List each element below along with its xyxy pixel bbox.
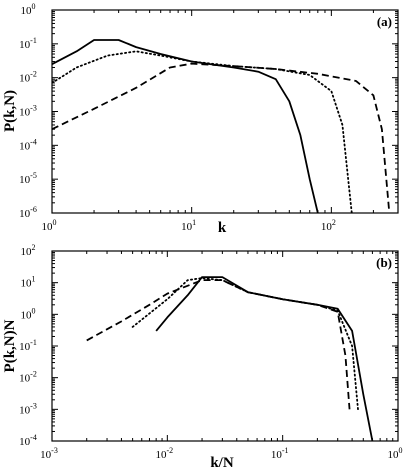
x-tick-label: 10-2 [155, 446, 173, 461]
y-tick-label: 100 [21, 306, 36, 321]
y-tick-label: 101 [21, 275, 36, 290]
y-tick-label: 10-1 [19, 36, 37, 51]
x-axis-label: k/N [210, 455, 234, 471]
y-tick-label: 10-3 [19, 104, 37, 119]
series-line-solid [155, 276, 374, 441]
x-tick-label: 10-3 [40, 446, 58, 461]
series-line-dashed [86, 279, 351, 410]
x-tick-label: 102 [321, 218, 336, 233]
series-line-dashed [52, 62, 391, 213]
series-line-dotted [52, 50, 353, 213]
y-tick-label: 10-5 [19, 171, 37, 186]
y-tick-label: 10-1 [19, 338, 37, 353]
y-tick-label: 100 [21, 2, 36, 17]
y-tick-label: 10-6 [19, 205, 37, 220]
y-tick-label: 10-2 [19, 70, 37, 85]
y-axis-label: P(k,N) [2, 90, 18, 132]
x-tick-label: 10-1 [271, 446, 289, 461]
y-tick-label: 102 [21, 243, 36, 258]
x-tick-label: 100 [388, 446, 403, 461]
panel-label: (b) [376, 255, 392, 270]
chart-panel-1: 100 101 102 100 10-1 10-2 10-3 10-4 10-5 10-6 k P(k… [2, 2, 399, 236]
x-axis-label: k [218, 220, 227, 236]
x-tick-label: 100 [42, 218, 57, 233]
series-line-solid [52, 39, 319, 213]
chart-panel-2: 10-3 10-2 10-1 10010210110010-110-210-310-4… [2, 243, 403, 471]
y-tick-label: 10-4 [19, 433, 37, 448]
y-tick-label: 10-3 [19, 401, 37, 416]
series-line-dotted [131, 277, 359, 411]
y-tick-label: 10-4 [19, 137, 37, 152]
y-axis-label: P(k,N)N [2, 319, 18, 372]
x-tick-label: 101 [181, 218, 196, 233]
y-tick-label: 10-2 [19, 370, 37, 385]
panel-label: (a) [377, 14, 392, 29]
